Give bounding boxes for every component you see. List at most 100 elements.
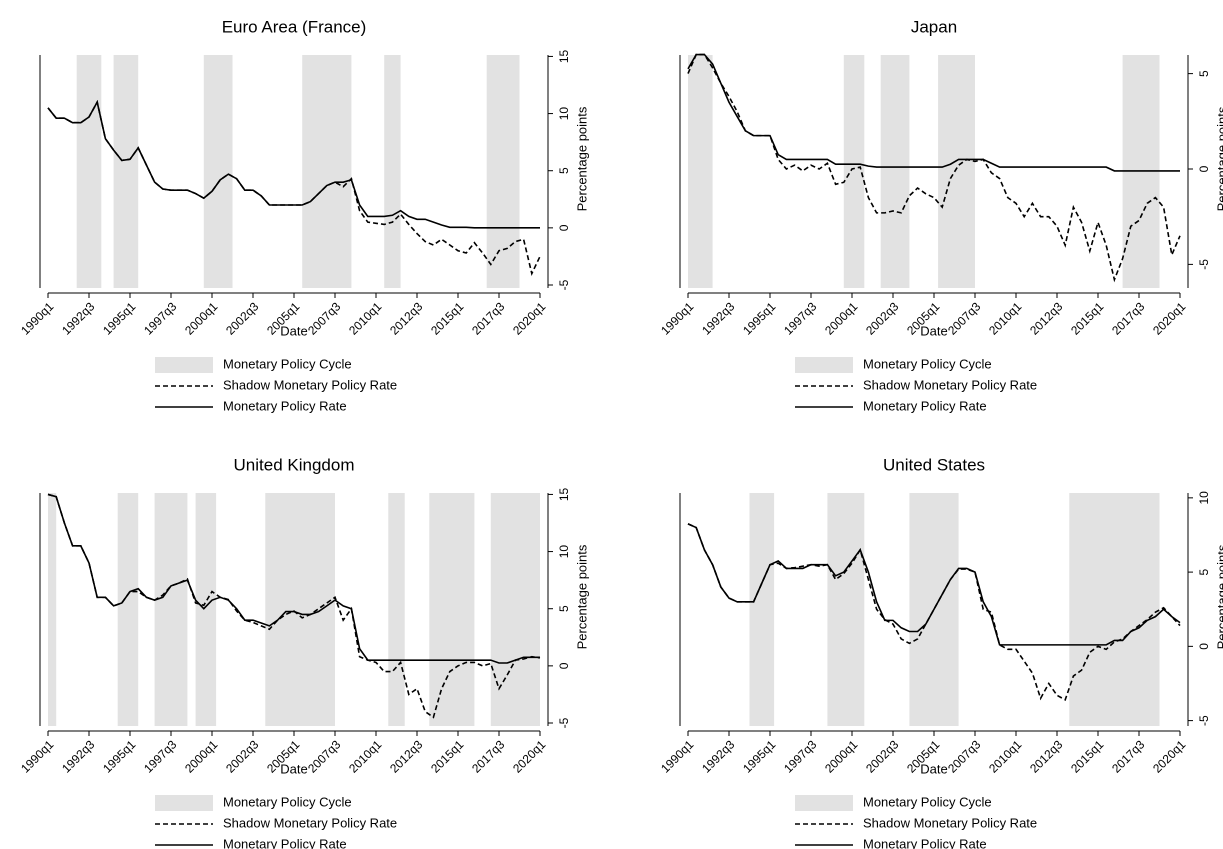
cycle-band: [154, 493, 188, 726]
cycle-band: [76, 55, 102, 288]
y-tick-label: 0: [1197, 165, 1211, 172]
cycle-band: [1069, 493, 1160, 726]
x-tick-label: 2010q1: [986, 737, 1024, 775]
series-line: [47, 99, 540, 229]
cycle-band: [48, 493, 57, 726]
series-line: [687, 53, 1180, 172]
x-tick-label: 2012q3: [1027, 299, 1065, 337]
y-tick-label: 10: [1197, 491, 1211, 505]
cycle-band: [113, 55, 139, 288]
legend-label: Monetary Policy Rate: [863, 398, 987, 413]
y-tick-label: 5: [1197, 70, 1211, 77]
x-tick-label: 1990q1: [658, 737, 696, 775]
y-tick-label: -5: [1197, 259, 1211, 270]
cycle-band: [302, 55, 352, 288]
cycle-band: [384, 55, 401, 288]
x-tick-label: 1992q3: [59, 737, 97, 775]
series-line: [687, 523, 1181, 646]
x-tick-label: 1995q1: [740, 737, 778, 775]
cycle-band: [429, 493, 475, 726]
y-tick-label: 15: [557, 49, 571, 63]
legend-label: Monetary Policy Rate: [223, 836, 347, 849]
legend-label: Shadow Monetary Policy Rate: [863, 377, 1037, 392]
chart-title: United States: [883, 455, 985, 474]
x-tick-label: 2017q3: [1109, 299, 1147, 337]
panel: -5 0 5 1990q1 1992q3 1995q1 1997q3 2000q1 2002q3…: [658, 17, 1223, 413]
y-tick-label: 5: [1197, 568, 1211, 575]
x-tick-label: 2015q1: [428, 737, 466, 775]
x-tick-label: 1995q1: [740, 299, 778, 337]
chart-title: Japan: [911, 17, 957, 36]
x-tick-label: 2017q3: [469, 737, 507, 775]
x-tick-label: 2020q1: [510, 737, 548, 775]
y-tick-label: 0: [557, 224, 571, 231]
x-tick-label: 1997q3: [141, 737, 179, 775]
cycle-band: [203, 55, 233, 288]
x-tick-label: 2010q1: [346, 737, 384, 775]
x-tick-label: 2000q1: [182, 299, 220, 337]
y-tick-label: 5: [557, 167, 571, 174]
legend-label: Monetary Policy Cycle: [223, 356, 352, 371]
y-tick-label: 10: [557, 545, 571, 559]
legend-label: Monetary Policy Rate: [223, 398, 347, 413]
y-tick-label: 10: [557, 107, 571, 121]
x-tick-label: 1992q3: [699, 737, 737, 775]
x-tick-label: 2020q1: [510, 299, 548, 337]
x-tick-label: 2002q3: [863, 737, 901, 775]
legend-label: Monetary Policy Cycle: [863, 356, 992, 371]
x-tick-label: 2000q1: [822, 299, 860, 337]
x-tick-label: 1995q1: [100, 299, 138, 337]
x-tick-label: 2000q1: [182, 737, 220, 775]
x-tick-label: 2002q3: [863, 299, 901, 337]
x-tick-label: 2015q1: [1068, 299, 1106, 337]
chart-title: United Kingdom: [234, 455, 355, 474]
x-tick-label: 2017q3: [469, 299, 507, 337]
cycle-band: [388, 493, 405, 726]
x-tick-label: 2007q3: [945, 299, 983, 337]
legend-swatch: [155, 357, 213, 373]
y-axis-label: Percentage points: [574, 106, 589, 211]
cycle-band: [486, 55, 520, 288]
x-tick-label: 2015q1: [1068, 737, 1106, 775]
x-tick-label: 2012q3: [387, 299, 425, 337]
legend-label: Shadow Monetary Policy Rate: [223, 377, 397, 392]
x-tick-label: 2010q1: [346, 299, 384, 337]
x-tick-label: 2020q1: [1150, 299, 1188, 337]
x-tick-label: 2002q3: [223, 737, 261, 775]
x-tick-label: 2012q3: [387, 737, 425, 775]
x-tick-label: 2002q3: [223, 299, 261, 337]
x-axis-label: Date: [280, 323, 307, 338]
x-tick-label: 1990q1: [18, 299, 56, 337]
cycle-band: [117, 493, 139, 726]
y-axis-label: Percentage points: [1214, 544, 1223, 649]
x-tick-label: 2012q3: [1027, 737, 1065, 775]
cycle-band: [843, 55, 865, 288]
x-tick-label: 2020q1: [1150, 737, 1188, 775]
x-axis-label: Date: [920, 761, 947, 776]
x-tick-label: 2007q3: [305, 737, 343, 775]
legend-swatch: [795, 357, 853, 373]
x-axis-label: Date: [920, 323, 947, 338]
panel: -5 0 5 10 1990q1 1992q3 1995q1 1997q3 2000q1 2002…: [658, 455, 1223, 849]
x-axis-label: Date: [280, 761, 307, 776]
y-tick-label: 0: [557, 662, 571, 669]
y-tick-label: 15: [557, 487, 571, 501]
x-tick-label: 2007q3: [945, 737, 983, 775]
x-tick-label: 1990q1: [18, 737, 56, 775]
legend-label: Shadow Monetary Policy Rate: [223, 815, 397, 830]
x-tick-label: 2007q3: [305, 299, 343, 337]
cycle-band: [195, 493, 217, 726]
x-tick-label: 1990q1: [658, 299, 696, 337]
cycle-band: [688, 55, 713, 288]
legend-swatch: [795, 795, 853, 811]
legend-label: Monetary Policy Cycle: [863, 794, 992, 809]
cycle-band: [265, 493, 335, 726]
x-tick-label: 1997q3: [781, 299, 819, 337]
x-tick-label: 1997q3: [141, 299, 179, 337]
y-tick-label: -5: [557, 717, 571, 728]
legend-label: Monetary Policy Rate: [863, 836, 987, 849]
y-tick-label: -5: [1197, 715, 1211, 726]
x-tick-label: 2000q1: [822, 737, 860, 775]
